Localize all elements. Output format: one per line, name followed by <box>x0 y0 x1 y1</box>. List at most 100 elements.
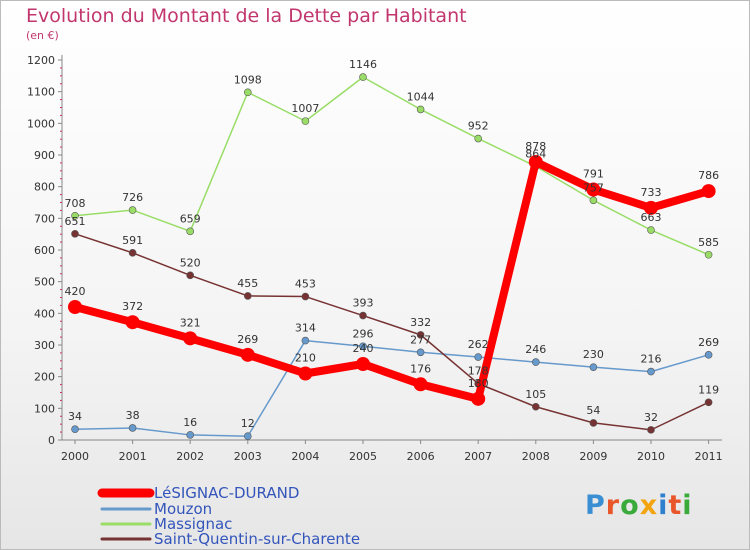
y-tick-label: 1100 <box>27 86 55 99</box>
data-point <box>128 206 137 214</box>
data-point <box>647 367 655 376</box>
x-tick-label: 2011 <box>695 450 723 463</box>
data-point <box>416 348 425 357</box>
x-tick-label: 2000 <box>61 450 89 463</box>
data-label: 262 <box>468 338 489 351</box>
data-point <box>125 315 140 330</box>
data-label: 230 <box>583 348 604 361</box>
data-point <box>589 419 598 427</box>
axes: 0 100 200 300 400 500 600 700 800 900 1000 1100 1200… <box>27 54 723 463</box>
y-tick-label: 700 <box>34 212 55 225</box>
data-label: 314 <box>295 322 316 335</box>
data-label: 277 <box>410 333 431 346</box>
logo-letter: r <box>605 490 621 521</box>
y-tick-label: 200 <box>34 371 55 384</box>
data-point <box>128 249 137 257</box>
data-point <box>586 182 601 197</box>
data-label: 210 <box>295 352 316 365</box>
x-tick-label: 2007 <box>464 450 492 463</box>
data-label: 332 <box>410 316 431 329</box>
data-point <box>240 347 255 362</box>
legend-label: Saint-Quentin-sur-Charente <box>154 530 360 548</box>
data-label: 1146 <box>349 58 377 71</box>
data-label: 585 <box>698 236 719 249</box>
data-label: 455 <box>237 277 258 290</box>
data-label: 1007 <box>291 102 319 115</box>
data-point <box>359 311 367 320</box>
y-tick-label: 800 <box>34 181 55 194</box>
data-label: 269 <box>698 336 719 349</box>
legend-label: Mouzon <box>154 500 212 518</box>
data-point <box>298 366 313 381</box>
data-label: 130 <box>468 377 489 390</box>
x-tick-label: 2006 <box>407 450 435 463</box>
legend-label: Massignac <box>154 515 232 533</box>
data-point <box>186 271 194 280</box>
data-point <box>704 250 713 259</box>
data-point <box>528 154 543 169</box>
data-label: 520 <box>180 256 201 269</box>
y-tick-label: 1000 <box>27 117 55 130</box>
data-point <box>531 402 540 411</box>
data-point <box>244 432 252 441</box>
y-tick-label: 1200 <box>27 54 55 67</box>
data-label: 1098 <box>234 73 262 86</box>
y-tick-label: 600 <box>34 244 55 257</box>
data-label: 952 <box>468 120 489 133</box>
data-point <box>186 227 194 236</box>
data-point <box>531 358 540 366</box>
data-label: 12 <box>241 417 255 430</box>
data-point <box>413 377 428 392</box>
data-label: 32 <box>644 411 658 424</box>
data-label: 119 <box>698 383 719 396</box>
x-tick-label: 2005 <box>349 450 377 463</box>
data-label: 453 <box>295 278 316 291</box>
legend: LéSIGNAC-DURANDMouzonMassignacSaint-Quen… <box>97 484 360 548</box>
data-point <box>474 353 483 361</box>
data-label: 1044 <box>407 90 435 103</box>
data-point <box>647 226 655 234</box>
data-point <box>301 292 310 301</box>
data-point <box>704 351 713 359</box>
data-point <box>359 342 367 351</box>
data-label: 296 <box>353 327 374 340</box>
data-point <box>356 357 370 371</box>
data-label: 733 <box>641 186 662 199</box>
series-lines <box>68 73 716 441</box>
data-point <box>416 105 425 114</box>
x-tick-label: 2003 <box>234 450 262 463</box>
logo-letter: o <box>620 490 640 521</box>
data-label: 591 <box>122 234 143 247</box>
y-tick-label: 500 <box>34 276 55 289</box>
data-point <box>701 184 716 199</box>
data-label: 178 <box>468 365 489 378</box>
data-label: 663 <box>641 211 662 224</box>
data-point <box>68 300 82 314</box>
data-label: 393 <box>353 297 374 310</box>
data-point <box>359 73 367 81</box>
data-label: 16 <box>183 416 197 429</box>
proxiti-logo: Proxiti <box>585 490 693 521</box>
logo-letter: i <box>682 490 693 521</box>
data-point <box>416 331 425 339</box>
x-tick-label: 2004 <box>291 450 319 463</box>
chart-subtitle: (en €) <box>26 29 59 42</box>
data-point <box>183 331 198 346</box>
data-point <box>589 196 598 205</box>
data-point <box>471 391 486 406</box>
data-point <box>244 292 252 300</box>
y-tick-label: 300 <box>34 339 55 352</box>
x-tick-label: 2002 <box>176 450 204 463</box>
x-tick-label: 2001 <box>119 450 147 463</box>
data-point <box>71 212 79 220</box>
data-point <box>186 431 194 439</box>
data-label: 420 <box>65 285 86 298</box>
data-label: 786 <box>698 169 719 182</box>
data-label: 216 <box>641 353 662 366</box>
data-label: 34 <box>68 410 82 423</box>
x-tick-label: 2008 <box>522 450 550 463</box>
data-point <box>71 425 79 434</box>
data-label: 726 <box>122 191 143 204</box>
